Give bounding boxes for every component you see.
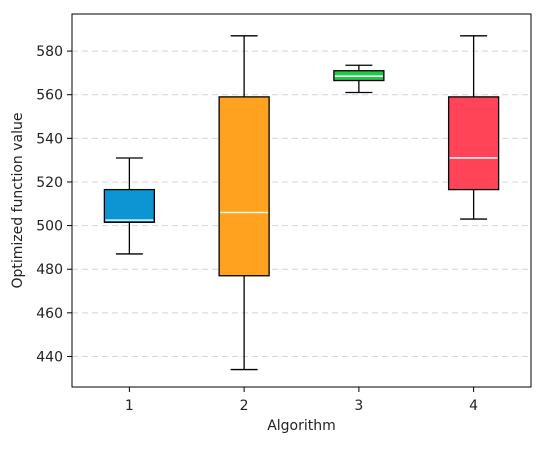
x-axis-label: Algorithm [267,418,336,434]
y-tick-label: 500 [36,219,63,235]
y-axis-label: Optimized function value [10,113,26,289]
y-tick-label: 520 [36,175,63,191]
box-4 [447,35,500,220]
y-tick-label: 560 [36,88,63,104]
box-iqr [447,96,500,191]
y-tick-label: 480 [36,262,63,278]
box-iqr [103,188,156,223]
box-iqr [218,96,270,277]
x-axis-ticks: 1 2 3 4 [125,387,478,414]
y-tick-label: 580 [36,44,63,60]
x-tick-label: 1 [125,398,134,414]
y-axis-ticks: 440 460 480 500 520 540 560 580 [36,44,72,365]
box-1 [103,157,156,255]
box-2 [218,35,270,371]
y-tick-label: 440 [36,349,63,365]
boxes [103,35,500,371]
plot-area-frame [71,13,532,388]
box-3 [333,64,385,94]
y-tick-label: 540 [36,131,63,147]
x-tick-label: 4 [469,398,478,414]
x-tick-label: 3 [354,398,363,414]
y-tick-label: 460 [36,306,63,322]
x-tick-label: 2 [240,398,249,414]
